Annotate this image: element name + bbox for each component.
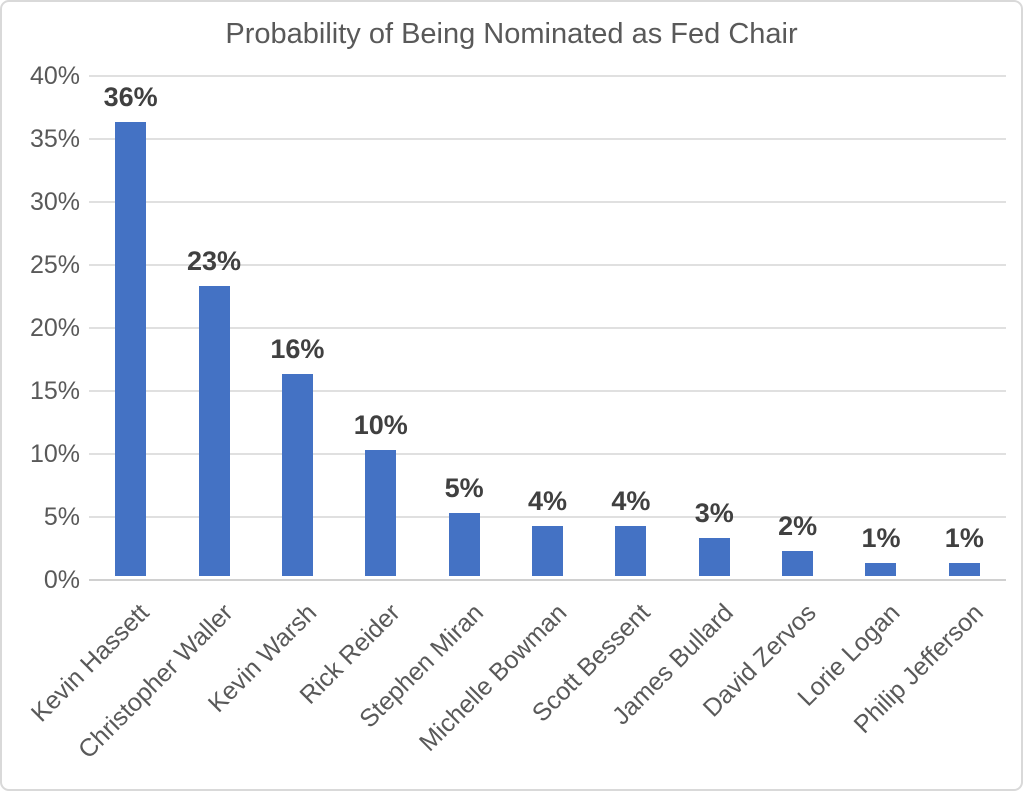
x-axis-line	[89, 579, 1006, 581]
gridline	[89, 453, 1006, 455]
gridline	[89, 201, 1006, 203]
y-axis-tick-label: 15%	[29, 377, 80, 405]
bar	[948, 563, 980, 576]
bar-value-label: 5%	[444, 473, 484, 503]
bar	[281, 374, 313, 576]
bar-value-label: 16%	[270, 334, 325, 365]
bar	[365, 450, 397, 576]
y-axis-tick-label: 20%	[29, 314, 80, 342]
bar	[198, 286, 230, 576]
bar	[448, 513, 480, 576]
gridline	[89, 327, 1006, 329]
y-axis-tick-label: 5%	[43, 503, 80, 531]
bar-value-label: 2%	[778, 510, 818, 541]
x-axis-category-label: Christopher Waller	[72, 598, 239, 765]
bar	[782, 550, 814, 576]
chart-title: Probability of Being Nominated as Fed Ch…	[225, 18, 798, 50]
bar	[532, 525, 563, 576]
bar	[115, 122, 147, 576]
bar-value-label: 4%	[611, 485, 651, 516]
bar-value-label: 1%	[861, 523, 901, 554]
bar-value-label: 36%	[103, 82, 158, 113]
gridline	[89, 264, 1006, 266]
y-axis-tick-label: 10%	[29, 440, 80, 468]
gridline	[89, 516, 1006, 518]
gridline	[89, 390, 1006, 392]
x-axis-category-label: Michelle Bowman	[413, 598, 572, 757]
gridline	[89, 75, 1006, 77]
bar-value-label: 4%	[527, 485, 568, 516]
bar	[865, 563, 897, 576]
gridline	[89, 138, 1006, 140]
y-axis-tick-label: 0%	[43, 566, 80, 594]
bar-value-label: 23%	[187, 246, 242, 277]
bar	[698, 538, 730, 576]
bar-value-label: 3%	[694, 498, 734, 529]
y-axis-tick-label: 40%	[29, 62, 80, 90]
bar-value-label: 1%	[944, 523, 984, 554]
bar	[615, 525, 647, 576]
y-axis-tick-label: 25%	[29, 251, 80, 279]
y-axis-tick-label: 35%	[29, 125, 80, 153]
bar-value-label: 10%	[353, 410, 408, 440]
y-axis-tick-label: 30%	[29, 188, 80, 216]
